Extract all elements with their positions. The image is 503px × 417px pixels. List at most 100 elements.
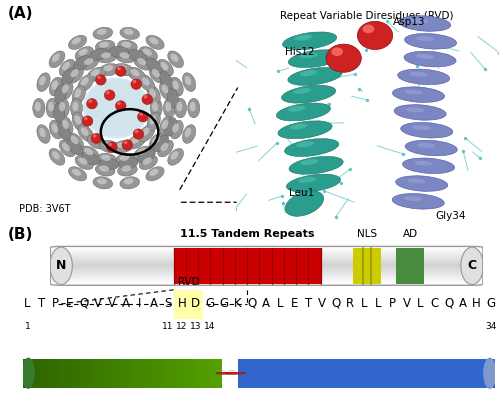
Text: A: A [262, 296, 270, 309]
Ellipse shape [398, 69, 450, 85]
Ellipse shape [84, 117, 88, 121]
Ellipse shape [68, 133, 83, 150]
Ellipse shape [392, 87, 445, 103]
Ellipse shape [68, 35, 87, 50]
Ellipse shape [288, 106, 306, 112]
Ellipse shape [288, 68, 342, 85]
Text: V: V [402, 296, 410, 309]
Ellipse shape [39, 76, 46, 85]
Ellipse shape [90, 48, 109, 60]
Text: (B): (B) [8, 227, 33, 242]
Ellipse shape [144, 95, 147, 99]
Ellipse shape [80, 128, 89, 136]
Ellipse shape [146, 167, 164, 181]
Ellipse shape [143, 158, 152, 165]
Text: L: L [361, 296, 368, 309]
Text: T: T [38, 296, 45, 309]
Ellipse shape [117, 101, 121, 105]
Ellipse shape [100, 63, 119, 76]
Ellipse shape [117, 67, 121, 70]
Ellipse shape [49, 77, 63, 96]
Text: L: L [375, 296, 382, 309]
Ellipse shape [225, 372, 245, 374]
Ellipse shape [97, 51, 117, 63]
Ellipse shape [70, 98, 82, 118]
Ellipse shape [48, 102, 54, 111]
Ellipse shape [59, 59, 75, 76]
Ellipse shape [61, 68, 76, 85]
Ellipse shape [159, 81, 173, 100]
Ellipse shape [62, 84, 68, 93]
Ellipse shape [278, 121, 332, 139]
Ellipse shape [128, 50, 147, 62]
Ellipse shape [165, 102, 172, 111]
Ellipse shape [142, 77, 150, 85]
Text: His12: His12 [285, 47, 315, 57]
Ellipse shape [404, 33, 457, 49]
Ellipse shape [109, 46, 128, 57]
Ellipse shape [82, 116, 93, 126]
Ellipse shape [74, 88, 81, 98]
Ellipse shape [404, 51, 456, 67]
Ellipse shape [118, 164, 137, 176]
Ellipse shape [53, 103, 64, 123]
Ellipse shape [289, 123, 307, 130]
Ellipse shape [72, 169, 81, 176]
Ellipse shape [91, 137, 100, 144]
Bar [174, 290, 190, 319]
Ellipse shape [113, 141, 133, 153]
Ellipse shape [412, 125, 431, 130]
Ellipse shape [118, 40, 137, 52]
Ellipse shape [127, 67, 145, 81]
Ellipse shape [49, 120, 63, 139]
Ellipse shape [75, 47, 94, 61]
Ellipse shape [147, 85, 160, 104]
Bar [353, 248, 381, 284]
Ellipse shape [139, 125, 155, 142]
Ellipse shape [227, 370, 235, 371]
Ellipse shape [139, 75, 155, 91]
Ellipse shape [137, 112, 148, 122]
Ellipse shape [46, 98, 58, 118]
Ellipse shape [483, 358, 496, 389]
Ellipse shape [81, 152, 100, 165]
Ellipse shape [74, 115, 81, 125]
Ellipse shape [57, 122, 70, 141]
Ellipse shape [133, 129, 144, 139]
Text: P: P [389, 296, 396, 309]
Ellipse shape [415, 54, 434, 59]
Ellipse shape [115, 66, 126, 76]
Ellipse shape [80, 77, 89, 85]
Ellipse shape [70, 136, 78, 144]
Ellipse shape [72, 85, 86, 104]
Ellipse shape [172, 123, 179, 133]
Ellipse shape [99, 42, 109, 48]
Ellipse shape [417, 143, 435, 148]
Ellipse shape [405, 140, 457, 156]
Ellipse shape [396, 176, 448, 191]
Ellipse shape [409, 72, 428, 77]
Ellipse shape [407, 178, 426, 183]
Ellipse shape [55, 85, 66, 103]
Text: L: L [417, 296, 424, 309]
Ellipse shape [121, 166, 131, 171]
Ellipse shape [134, 146, 152, 160]
Ellipse shape [363, 25, 374, 33]
Ellipse shape [67, 139, 83, 155]
Text: G: G [486, 296, 495, 309]
Ellipse shape [171, 151, 179, 160]
Text: Asp13: Asp13 [393, 18, 426, 28]
Ellipse shape [62, 62, 70, 70]
Text: 34: 34 [485, 322, 496, 331]
Ellipse shape [84, 148, 93, 155]
Ellipse shape [97, 153, 117, 166]
Ellipse shape [399, 16, 451, 31]
Ellipse shape [86, 80, 147, 136]
Text: L: L [24, 296, 31, 309]
Text: R: R [346, 296, 355, 309]
Ellipse shape [149, 37, 158, 44]
Ellipse shape [120, 177, 140, 189]
Ellipse shape [93, 134, 97, 138]
Ellipse shape [167, 89, 179, 108]
Ellipse shape [142, 94, 152, 105]
